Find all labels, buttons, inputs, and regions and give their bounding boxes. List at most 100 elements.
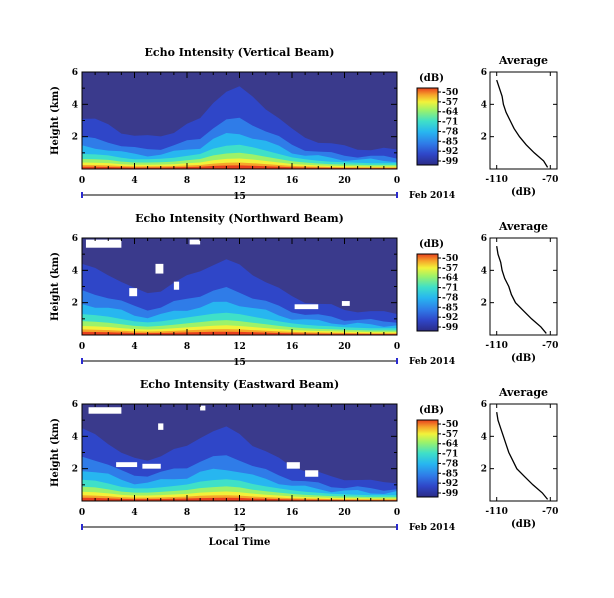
colorbar-tick-label: -64 — [442, 440, 458, 450]
y-axis-label: Height (km) — [50, 418, 61, 487]
data-gap — [155, 263, 164, 274]
average-x-tick-label: -70 — [542, 507, 558, 517]
colorbar-tick-label: -85 — [442, 137, 458, 147]
data-gap — [305, 470, 319, 477]
colorbar — [416, 87, 439, 166]
average-y-tick-label: 4 — [481, 432, 487, 442]
average-y-tick-label: 2 — [481, 133, 487, 143]
date-day: 15 — [233, 192, 246, 202]
x-tick-label: 12 — [233, 342, 246, 352]
colorbar-tick-label: -78 — [442, 293, 458, 303]
data-gap — [189, 239, 201, 245]
y-tick-label: 4 — [72, 266, 78, 276]
colorbar-tick-label: -71 — [442, 450, 458, 460]
average-profile-line — [496, 411, 549, 500]
average-x-tick-label: -70 — [542, 175, 558, 185]
y-tick-label: 2 — [72, 133, 78, 143]
data-gap — [88, 407, 122, 414]
x-tick-label: 0 — [79, 342, 85, 352]
average-profile-line — [496, 79, 549, 168]
x-tick-label: 20 — [338, 342, 351, 352]
average-x-label: (dB) — [511, 519, 536, 530]
y-tick-label: 4 — [72, 100, 78, 110]
x-tick-label: 0 — [394, 508, 400, 518]
colorbar-tick-label: -99 — [442, 323, 458, 333]
x-tick-label: 4 — [131, 508, 137, 518]
panel-title: Echo Intensity (Eastward Beam) — [140, 378, 339, 391]
colorbar-label: (dB) — [419, 405, 444, 416]
colorbar-tick-label: -85 — [442, 469, 458, 479]
average-title: Average — [498, 386, 548, 399]
y-axis-label: Height (km) — [50, 252, 61, 321]
average-y-tick-label: 4 — [481, 100, 487, 110]
average-y-tick-label: 6 — [481, 400, 487, 410]
average-profile-line — [496, 245, 547, 334]
average-x-tick-label: -110 — [485, 175, 508, 185]
x-tick-label: 20 — [338, 176, 351, 186]
colorbar-label: (dB) — [419, 73, 444, 84]
colorbar-tick-label: -57 — [442, 98, 458, 108]
x-tick-label: 0 — [394, 176, 400, 186]
x-tick-label: 8 — [184, 176, 190, 186]
average-frame — [489, 237, 558, 336]
panel-title: Echo Intensity (Vertical Beam) — [144, 46, 334, 59]
x-tick-label: 12 — [233, 508, 246, 518]
colorbar-tick-label: -78 — [442, 127, 458, 137]
colorbar-label: (dB) — [419, 239, 444, 250]
data-gap — [85, 239, 122, 248]
data-gap — [129, 288, 138, 297]
colorbar-tick-label: -92 — [442, 147, 458, 157]
colorbar-tick-label: -99 — [442, 489, 458, 499]
x-tick-label: 16 — [286, 342, 299, 352]
data-gap — [200, 405, 206, 411]
colorbar-tick-label: -64 — [442, 108, 458, 118]
x-tick-label: 16 — [286, 176, 299, 186]
average-y-tick-label: 2 — [481, 465, 487, 475]
x-tick-label: 8 — [184, 508, 190, 518]
x-tick-label: 16 — [286, 508, 299, 518]
average-x-tick-label: -70 — [542, 341, 558, 351]
date-day: 15 — [233, 358, 246, 368]
date-label: Feb 2014 — [409, 191, 455, 201]
date-day: 15 — [233, 524, 246, 534]
colorbar — [416, 419, 439, 498]
x-tick-label: 0 — [394, 342, 400, 352]
colorbar-tick-label: -71 — [442, 284, 458, 294]
date-label: Feb 2014 — [409, 523, 455, 533]
data-gap — [116, 462, 138, 468]
average-title: Average — [498, 54, 548, 67]
average-y-tick-label: 6 — [481, 234, 487, 244]
x-tick-label: 12 — [233, 176, 246, 186]
average-y-tick-label: 4 — [481, 266, 487, 276]
colorbar-tick-label: -92 — [442, 313, 458, 323]
y-axis-label: Height (km) — [50, 86, 61, 155]
y-tick-label: 6 — [72, 400, 78, 410]
data-gap — [158, 423, 164, 430]
average-y-tick-label: 2 — [481, 299, 487, 309]
x-tick-label: 20 — [338, 508, 351, 518]
average-frame — [489, 71, 558, 170]
date-label: Feb 2014 — [409, 357, 455, 367]
colorbar-tick-label: -50 — [442, 420, 458, 430]
y-tick-label: 2 — [72, 299, 78, 309]
colorbar-tick-label: -85 — [442, 303, 458, 313]
average-title: Average — [498, 220, 548, 233]
x-tick-label: 0 — [79, 508, 85, 518]
x-tick-label: 4 — [131, 176, 137, 186]
x-tick-label: 4 — [131, 342, 137, 352]
colorbar-tick-label: -57 — [442, 430, 458, 440]
average-x-label: (dB) — [511, 353, 536, 364]
colorbar — [416, 253, 439, 332]
data-gap — [142, 463, 161, 469]
colorbar-tick-label: -92 — [442, 479, 458, 489]
data-gap — [341, 301, 350, 306]
x-tick-label: 0 — [79, 176, 85, 186]
average-frame — [489, 403, 558, 502]
data-gap — [294, 304, 319, 310]
colorbar-tick-label: -50 — [442, 254, 458, 264]
x-tick-label: 8 — [184, 342, 190, 352]
